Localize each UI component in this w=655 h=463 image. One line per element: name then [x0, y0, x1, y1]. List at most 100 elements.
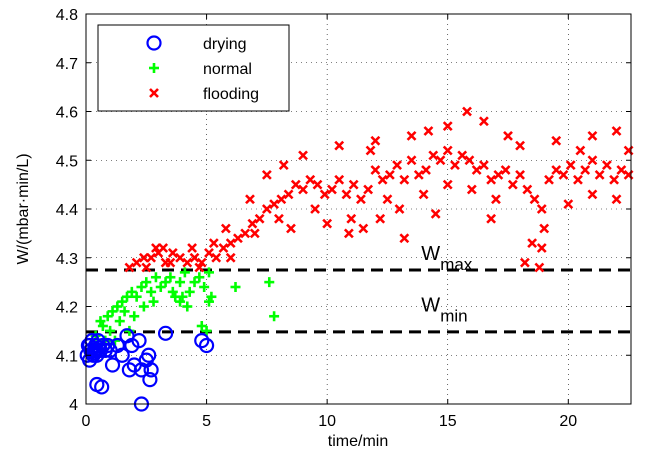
- flooding-point: [399, 233, 410, 244]
- normal-point: [129, 311, 140, 322]
- normal-point: [119, 306, 130, 317]
- flooding-point: [131, 257, 142, 268]
- flooding-point: [519, 257, 530, 268]
- normal-point: [121, 291, 132, 302]
- drying-point: [142, 372, 158, 388]
- y-tick-label: 4.5: [56, 153, 78, 170]
- flooding-point: [194, 262, 205, 273]
- normal-point: [196, 321, 207, 331]
- drying-point: [91, 340, 107, 356]
- legend-label-drying: drying: [203, 36, 247, 53]
- flooding-point: [399, 174, 410, 185]
- drying-point: [198, 337, 215, 354]
- flooding-point: [254, 213, 265, 224]
- y-axis-label: W/(mbar·min/L): [15, 153, 32, 264]
- flooding-point: [218, 243, 229, 253]
- flooding-point: [493, 169, 504, 180]
- flooding-point: [563, 199, 574, 210]
- normal-point: [184, 286, 195, 297]
- flooding-point: [220, 223, 231, 234]
- flooding-point: [204, 247, 214, 258]
- flooding-point: [423, 126, 434, 136]
- normal-point: [201, 325, 212, 336]
- normal-point: [182, 301, 193, 312]
- flooding-point: [312, 179, 323, 190]
- flooding-point: [587, 155, 598, 166]
- drying-point: [121, 362, 138, 378]
- flooding-point: [551, 135, 562, 146]
- normal-point: [167, 286, 178, 297]
- drying-point: [141, 347, 157, 363]
- legend: drying normal flooding: [97, 24, 290, 112]
- flooding-point: [138, 252, 149, 263]
- flooding-point: [587, 189, 598, 200]
- flooding-point: [124, 262, 135, 273]
- flooding-point: [146, 252, 157, 263]
- normal-point: [165, 272, 176, 283]
- normal-point: [155, 282, 166, 292]
- y-tick-label: 4.6: [56, 105, 78, 122]
- normal-point: [175, 277, 186, 288]
- flooding-point: [158, 243, 169, 253]
- flooding-point: [551, 165, 562, 175]
- x-axis: 0 5 10 15 20: [82, 14, 577, 430]
- normal-point: [107, 306, 118, 317]
- x-tick-label: 20: [559, 413, 577, 430]
- flooding-point: [594, 169, 605, 180]
- normal-point: [179, 267, 190, 278]
- flooding-point: [486, 213, 497, 224]
- x-tick-label: 15: [439, 413, 457, 430]
- y-tick-label: 4.4: [56, 202, 78, 219]
- flooding-point: [310, 204, 321, 214]
- flooding-point: [343, 228, 354, 239]
- y-tick-label: 4.2: [56, 300, 78, 317]
- flooding-point: [247, 218, 258, 229]
- normal-point: [189, 277, 200, 288]
- normal-point: [138, 301, 149, 312]
- flooding-point: [286, 223, 296, 234]
- flooding-point: [334, 140, 345, 151]
- flooding-point: [457, 150, 468, 161]
- flooding-point: [278, 160, 289, 171]
- flooding-point: [382, 194, 393, 205]
- y-tick-label: 4.1: [56, 348, 78, 365]
- legend-label-normal: normal: [203, 61, 252, 78]
- flooding-point: [370, 135, 381, 146]
- flooding-point: [471, 165, 482, 175]
- normal-point: [177, 291, 188, 302]
- reference-label-sub-max: max: [440, 255, 473, 274]
- flooding-point: [536, 204, 547, 214]
- flooding-point: [225, 238, 236, 249]
- flooding-point: [544, 174, 554, 185]
- flooding-point: [322, 218, 333, 229]
- normal-point: [117, 296, 128, 307]
- flooding-point: [341, 189, 352, 200]
- flooding-point: [346, 213, 357, 224]
- flooding-point: [283, 189, 294, 200]
- flooding-point: [503, 130, 513, 141]
- reference-label-min: W: [421, 294, 440, 316]
- legend-box: [97, 24, 290, 112]
- normal-point: [102, 311, 113, 322]
- flooding-point: [240, 228, 251, 239]
- x-tick-label: 0: [82, 413, 91, 430]
- drying-point: [82, 337, 98, 354]
- flooding-point: [167, 247, 178, 258]
- flooding-point: [491, 194, 501, 205]
- flooding-point: [261, 204, 272, 214]
- normal-point: [131, 291, 142, 302]
- normal-point: [264, 277, 275, 288]
- normal-point: [230, 282, 241, 292]
- reference-label-sub-min: min: [440, 306, 467, 325]
- flooding-point: [478, 160, 489, 171]
- normal-point: [203, 267, 214, 278]
- flooding-point: [587, 130, 598, 141]
- flooding-point: [208, 238, 219, 249]
- flooding-point: [165, 257, 176, 268]
- flooding-point: [392, 160, 403, 171]
- flooding-point: [182, 257, 193, 268]
- flooding-point: [406, 130, 417, 141]
- flooding-point: [611, 126, 622, 136]
